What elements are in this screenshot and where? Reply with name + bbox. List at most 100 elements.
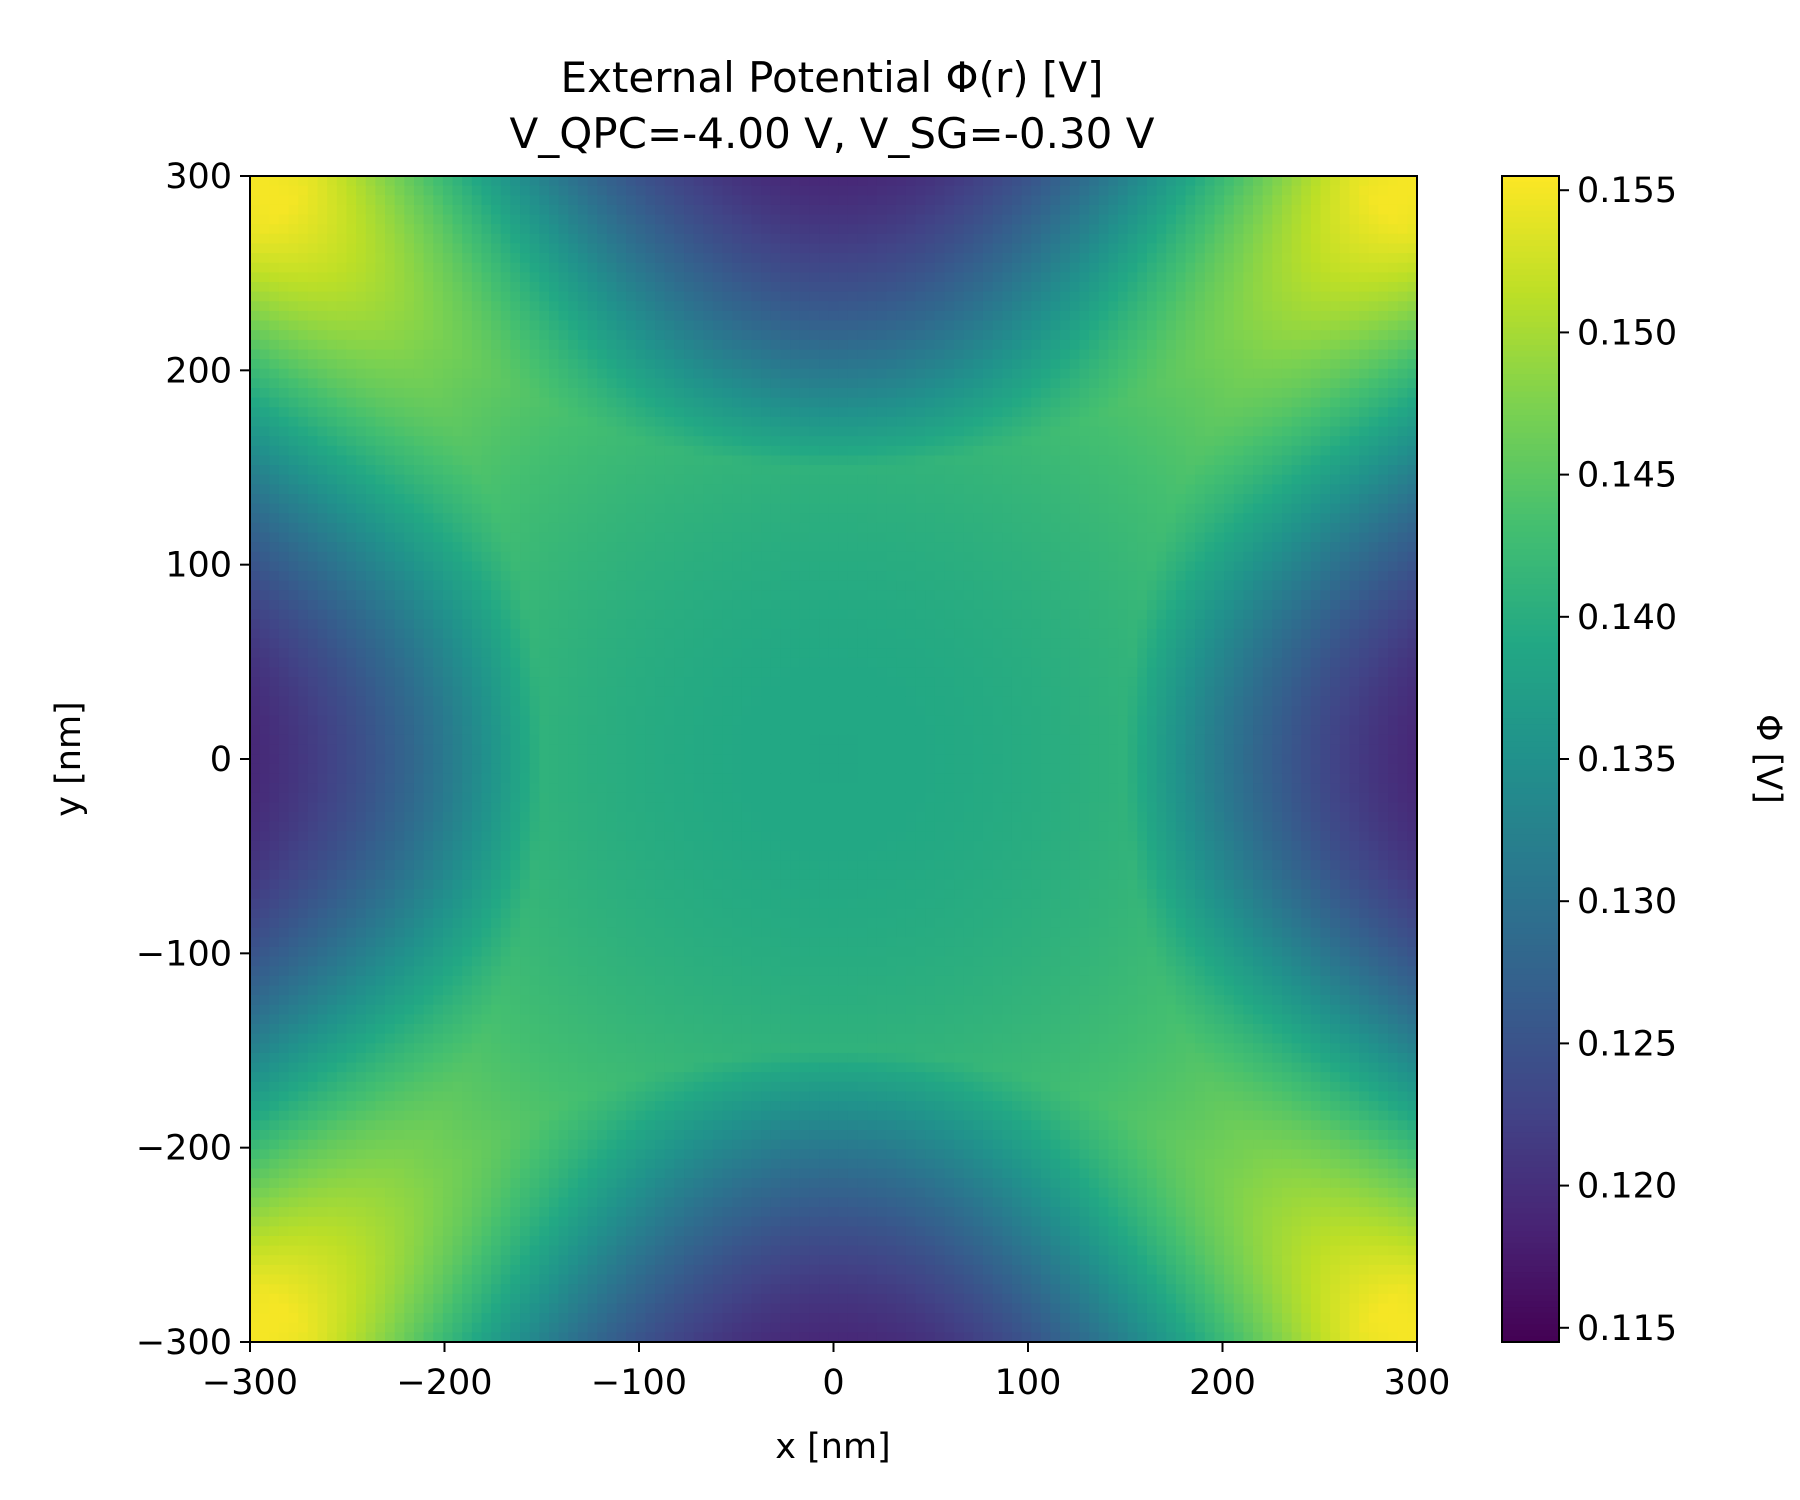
heatmap-cell [587,445,598,457]
heatmap-cell [404,378,415,389]
heatmap-cell [1089,185,1100,196]
heatmap-cell [780,272,791,283]
heatmap-cell [336,301,348,312]
heatmap-cell [539,551,550,563]
heatmap-cell [626,407,637,418]
heatmap-cell [404,561,415,572]
heatmap-cell [510,262,521,273]
heatmap-cell [423,176,434,187]
heatmap-cell [1002,561,1013,572]
heatmap-cell [259,214,270,225]
heatmap-cell [896,185,907,196]
heatmap-cell [828,407,839,418]
heatmap-cell [442,243,454,254]
heatmap-cell [1175,243,1187,254]
heatmap-cell [606,320,618,331]
heatmap-cell [1368,262,1380,273]
heatmap-cell [1397,291,1408,302]
heatmap-cell [635,368,647,379]
heatmap-cell [973,282,984,293]
heatmap-cell [1098,291,1109,302]
heatmap-cell [1175,397,1187,408]
heatmap-cell [761,339,772,351]
heatmap-cell [539,243,550,254]
heatmap-cell [1368,224,1380,235]
heatmap-cell [250,330,261,341]
heatmap-cell [510,301,521,312]
heatmap-cell [520,513,531,524]
heatmap-cell [645,204,656,216]
heatmap-cell [442,378,454,389]
heatmap-cell [1146,561,1158,572]
heatmap-cell [1291,465,1302,476]
heatmap-cell [973,484,984,495]
heatmap-cell [1127,542,1138,553]
heatmap-cell [828,291,839,302]
heatmap-cell [770,494,782,505]
heatmap-cell [558,551,569,563]
heatmap-cell [1407,176,1418,187]
heatmap-cell [1233,291,1244,302]
heatmap-cell [1031,455,1042,466]
heatmap-cell [1272,474,1283,485]
heatmap-cell [1330,551,1341,563]
heatmap-cell [1339,407,1351,418]
heatmap-cell [867,282,878,293]
heatmap-cell [973,310,984,322]
heatmap-cell [674,204,685,216]
heatmap-cell [539,282,550,293]
heatmap-cell [327,349,338,360]
heatmap-cell [1089,522,1100,534]
heatmap-cell [577,233,589,245]
heatmap-cell [404,214,415,225]
heatmap-cell [973,542,984,553]
heatmap-cell [703,426,714,437]
heatmap-cell [356,214,367,225]
heatmap-cell [1127,551,1138,563]
heatmap-cell [635,378,647,389]
heatmap-cell [394,542,405,553]
heatmap-cell [751,301,762,312]
heatmap-cell [1002,426,1013,437]
heatmap-cell [317,532,328,543]
heatmap-cell [780,368,791,379]
heatmap-cell [1310,233,1322,245]
heatmap-cell [413,522,425,534]
heatmap-cell [944,320,955,331]
heatmap-cell [1021,397,1032,408]
heatmap-cell [394,310,405,322]
heatmap-cell [896,282,907,293]
heatmap-cell [510,426,521,437]
heatmap-cell [500,416,511,428]
heatmap-cell [703,465,714,476]
heatmap-cell [1195,416,1206,428]
heatmap-cell [838,532,849,543]
heatmap-cell [1378,551,1389,563]
heatmap-cell [751,455,762,466]
heatmap-cell [1156,416,1167,428]
heatmap-cell [1330,455,1341,466]
heatmap-cell [1069,330,1081,341]
heatmap-cell [452,253,463,264]
heatmap-cell [471,339,483,351]
heatmap-cell [442,551,454,563]
heatmap-cell [346,455,357,466]
heatmap-cell [963,494,974,505]
heatmap-cell [838,233,849,245]
heatmap-cell [876,262,888,273]
heatmap-cell [925,330,936,341]
heatmap-cell [1262,320,1273,331]
heatmap-cell [1320,310,1331,322]
heatmap-cell [1359,445,1370,457]
heatmap-cell [259,233,270,245]
heatmap-cell [1397,407,1408,418]
heatmap-cell [491,513,502,524]
heatmap-cell [1204,339,1216,351]
heatmap-cell [1069,542,1081,553]
heatmap-cell [278,397,290,408]
heatmap-cell [1388,243,1399,254]
heatmap-cell [635,532,647,543]
heatmap-cell [1195,320,1206,331]
heatmap-cell [278,407,290,418]
heatmap-cell [1233,503,1244,514]
